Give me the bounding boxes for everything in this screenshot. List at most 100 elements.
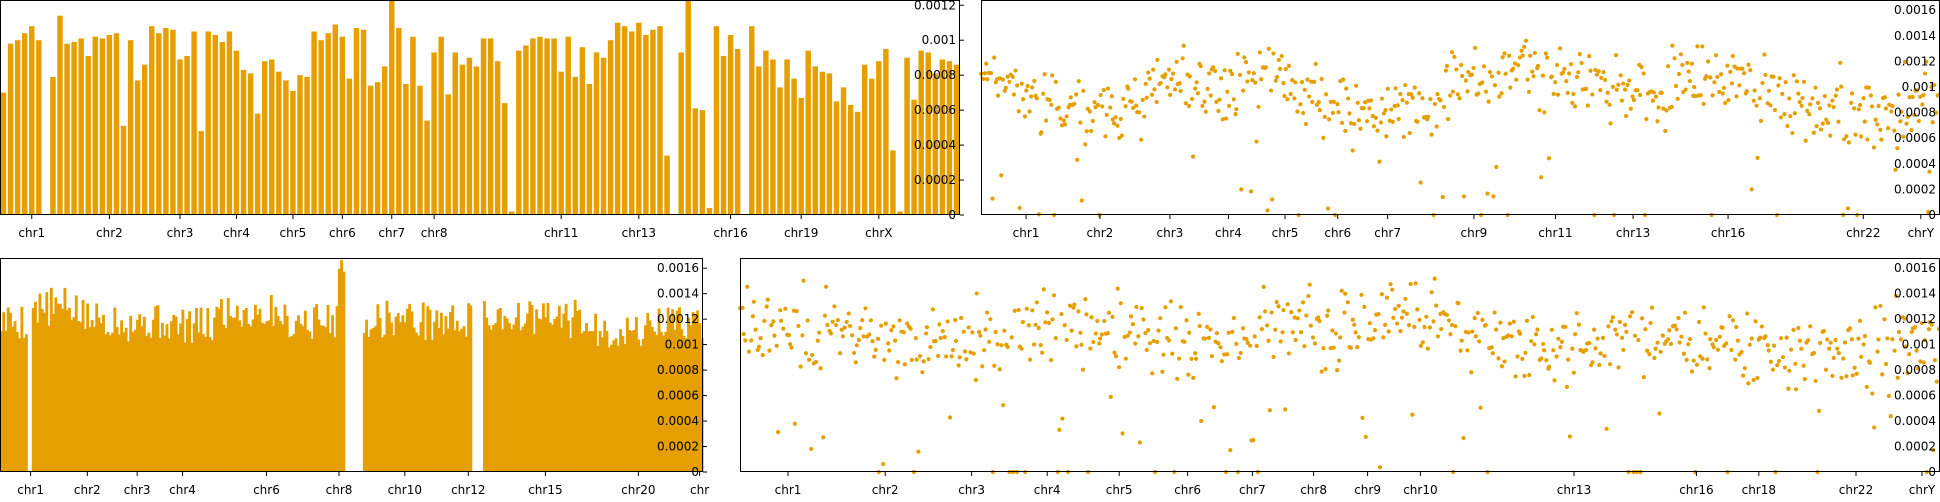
scatter-point — [1934, 110, 1939, 115]
scatter-point — [1033, 322, 1038, 327]
bar — [24, 334, 28, 472]
bar — [585, 323, 588, 472]
scatter-point — [1394, 321, 1400, 326]
scatter-point — [923, 331, 929, 336]
bar — [953, 64, 960, 215]
bar — [14, 40, 21, 216]
scatter-point — [1446, 117, 1451, 122]
scatter-point — [1240, 326, 1246, 331]
scatter-point — [1541, 341, 1546, 347]
scatter-point — [1409, 92, 1414, 97]
scatter-point — [1328, 99, 1333, 104]
scatter-point — [1898, 119, 1903, 124]
bar — [598, 330, 602, 472]
bar — [487, 38, 494, 215]
scatter-point — [1454, 67, 1459, 72]
scatter-point — [1429, 290, 1434, 295]
scatter-point — [1095, 318, 1100, 324]
scatter-point — [1926, 327, 1932, 332]
scatter-point — [995, 93, 1001, 98]
scatter-point — [1801, 79, 1807, 85]
bar — [437, 328, 441, 472]
scatter-point — [1298, 330, 1304, 335]
scatter-point — [1792, 111, 1797, 116]
scatter-point — [1727, 314, 1732, 319]
bar — [192, 323, 196, 472]
scatter-point — [1876, 103, 1881, 109]
scatter-point — [1118, 116, 1123, 122]
scatter-point — [964, 357, 969, 362]
bar — [452, 52, 459, 215]
scatter-point — [1596, 69, 1601, 74]
scatter-point — [1197, 323, 1202, 329]
x-tick-label: chr13 — [622, 226, 656, 240]
bar — [621, 335, 625, 472]
bar — [22, 337, 26, 472]
bar — [548, 322, 552, 472]
scatter-point — [1457, 96, 1462, 101]
scatter-point — [1325, 206, 1331, 211]
scatter-point — [1439, 326, 1444, 332]
scatter-point — [1878, 303, 1883, 309]
scatter-point — [1513, 374, 1518, 379]
scatter-point — [1252, 334, 1257, 339]
x-tick-label: chr5 — [280, 226, 307, 240]
y-tick-label: 0.0002 — [1894, 440, 1936, 454]
scatter-point — [1220, 117, 1225, 122]
scatter-point — [1046, 320, 1052, 325]
bar — [517, 302, 520, 472]
x-tick-label: chr10 — [388, 483, 422, 497]
scatter-point — [1755, 155, 1760, 160]
scatter-point — [893, 338, 898, 343]
scatter-point — [1655, 119, 1660, 124]
bar — [727, 34, 734, 215]
scatter-point — [1532, 50, 1537, 56]
scatter-point — [1910, 94, 1915, 100]
bar — [503, 315, 507, 472]
bar — [208, 336, 212, 472]
y-tick-label: 0.0004 — [657, 414, 699, 428]
scatter-point — [1830, 98, 1835, 103]
scatter-point — [1274, 299, 1279, 305]
scatter-point — [1228, 447, 1233, 453]
scatter-point — [1053, 336, 1058, 341]
scatter-point — [1876, 337, 1881, 342]
x-tick-label: chr4 — [169, 483, 196, 497]
scatter-point — [1483, 322, 1488, 328]
scatter-point — [1030, 308, 1035, 313]
scatter-point — [1705, 357, 1710, 362]
scatter-point — [1027, 109, 1032, 114]
scatter-point — [1587, 341, 1592, 346]
scatter-point — [1666, 337, 1671, 342]
x-tick-label: chr2 — [1087, 226, 1114, 240]
scatter-point — [1151, 338, 1156, 344]
scatter-point — [1534, 332, 1539, 337]
scatter-point — [1115, 123, 1120, 128]
scatter-point — [917, 354, 923, 359]
scatter-point — [1465, 89, 1470, 94]
scatter-point — [1047, 97, 1052, 103]
scatter-point — [1273, 78, 1278, 83]
scatter-point — [1415, 307, 1420, 312]
scatter-point — [1754, 103, 1759, 108]
bar — [523, 45, 529, 215]
chart-panel-4: chr1 chr2 chr3 chr4 chr5 chr6 chr7 chr8 chr9 chr1… — [738, 258, 1940, 497]
bar — [685, 0, 691, 215]
scatter-point — [1491, 194, 1496, 199]
scatter-point — [1198, 63, 1203, 69]
bar — [946, 61, 953, 215]
scatter-point — [1228, 68, 1233, 73]
scatter-point — [1886, 393, 1892, 398]
scatter-point — [1075, 157, 1080, 162]
scatter-point — [1695, 44, 1700, 49]
scatter-point — [1527, 372, 1532, 378]
x-tick-label: chr4 — [1215, 226, 1242, 240]
bar — [876, 61, 882, 215]
scatter-point — [1372, 328, 1378, 333]
scatter-point — [1768, 359, 1774, 364]
scatter-point — [981, 348, 987, 353]
scatter-point — [1027, 357, 1033, 362]
scatter-point — [1223, 116, 1229, 121]
scatter-point — [1749, 336, 1754, 341]
scatter-point — [1862, 119, 1867, 124]
